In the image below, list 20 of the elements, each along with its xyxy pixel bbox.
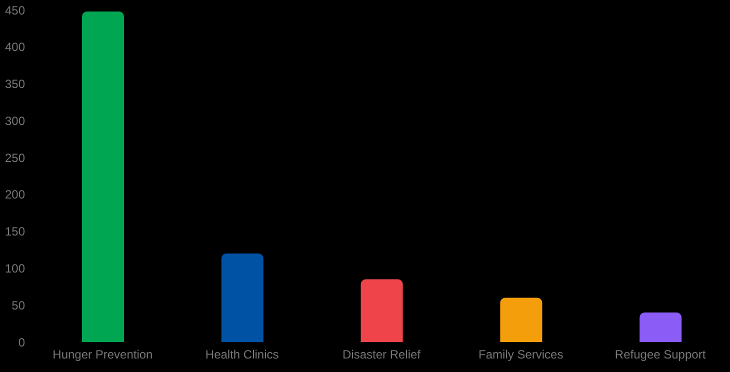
y-tick-label: 0: [18, 335, 26, 350]
y-tick-label: 450: [4, 3, 26, 18]
y-tick-label: 200: [4, 188, 26, 202]
bar: [221, 253, 264, 342]
x-tick-label: Hunger Prevention: [52, 348, 153, 362]
bar: [360, 279, 403, 342]
bar: [82, 11, 124, 342]
y-tick-label: 150: [4, 224, 26, 239]
y-tick-label: 350: [4, 77, 26, 92]
y-tick-label: 100: [4, 261, 26, 276]
bar: [640, 312, 682, 342]
y-tick-label: 300: [4, 114, 26, 128]
y-tick-label: 250: [4, 150, 26, 165]
x-tick-label: Disaster Relief: [342, 348, 422, 362]
x-tick-label: Refugee Support: [614, 348, 706, 362]
y-tick-label: 50: [12, 298, 26, 312]
y-tick-label: 400: [4, 40, 26, 54]
bar: [500, 298, 542, 342]
x-tick-label: Health Clinics: [205, 348, 279, 362]
x-tick-label: Family Services: [478, 348, 564, 362]
